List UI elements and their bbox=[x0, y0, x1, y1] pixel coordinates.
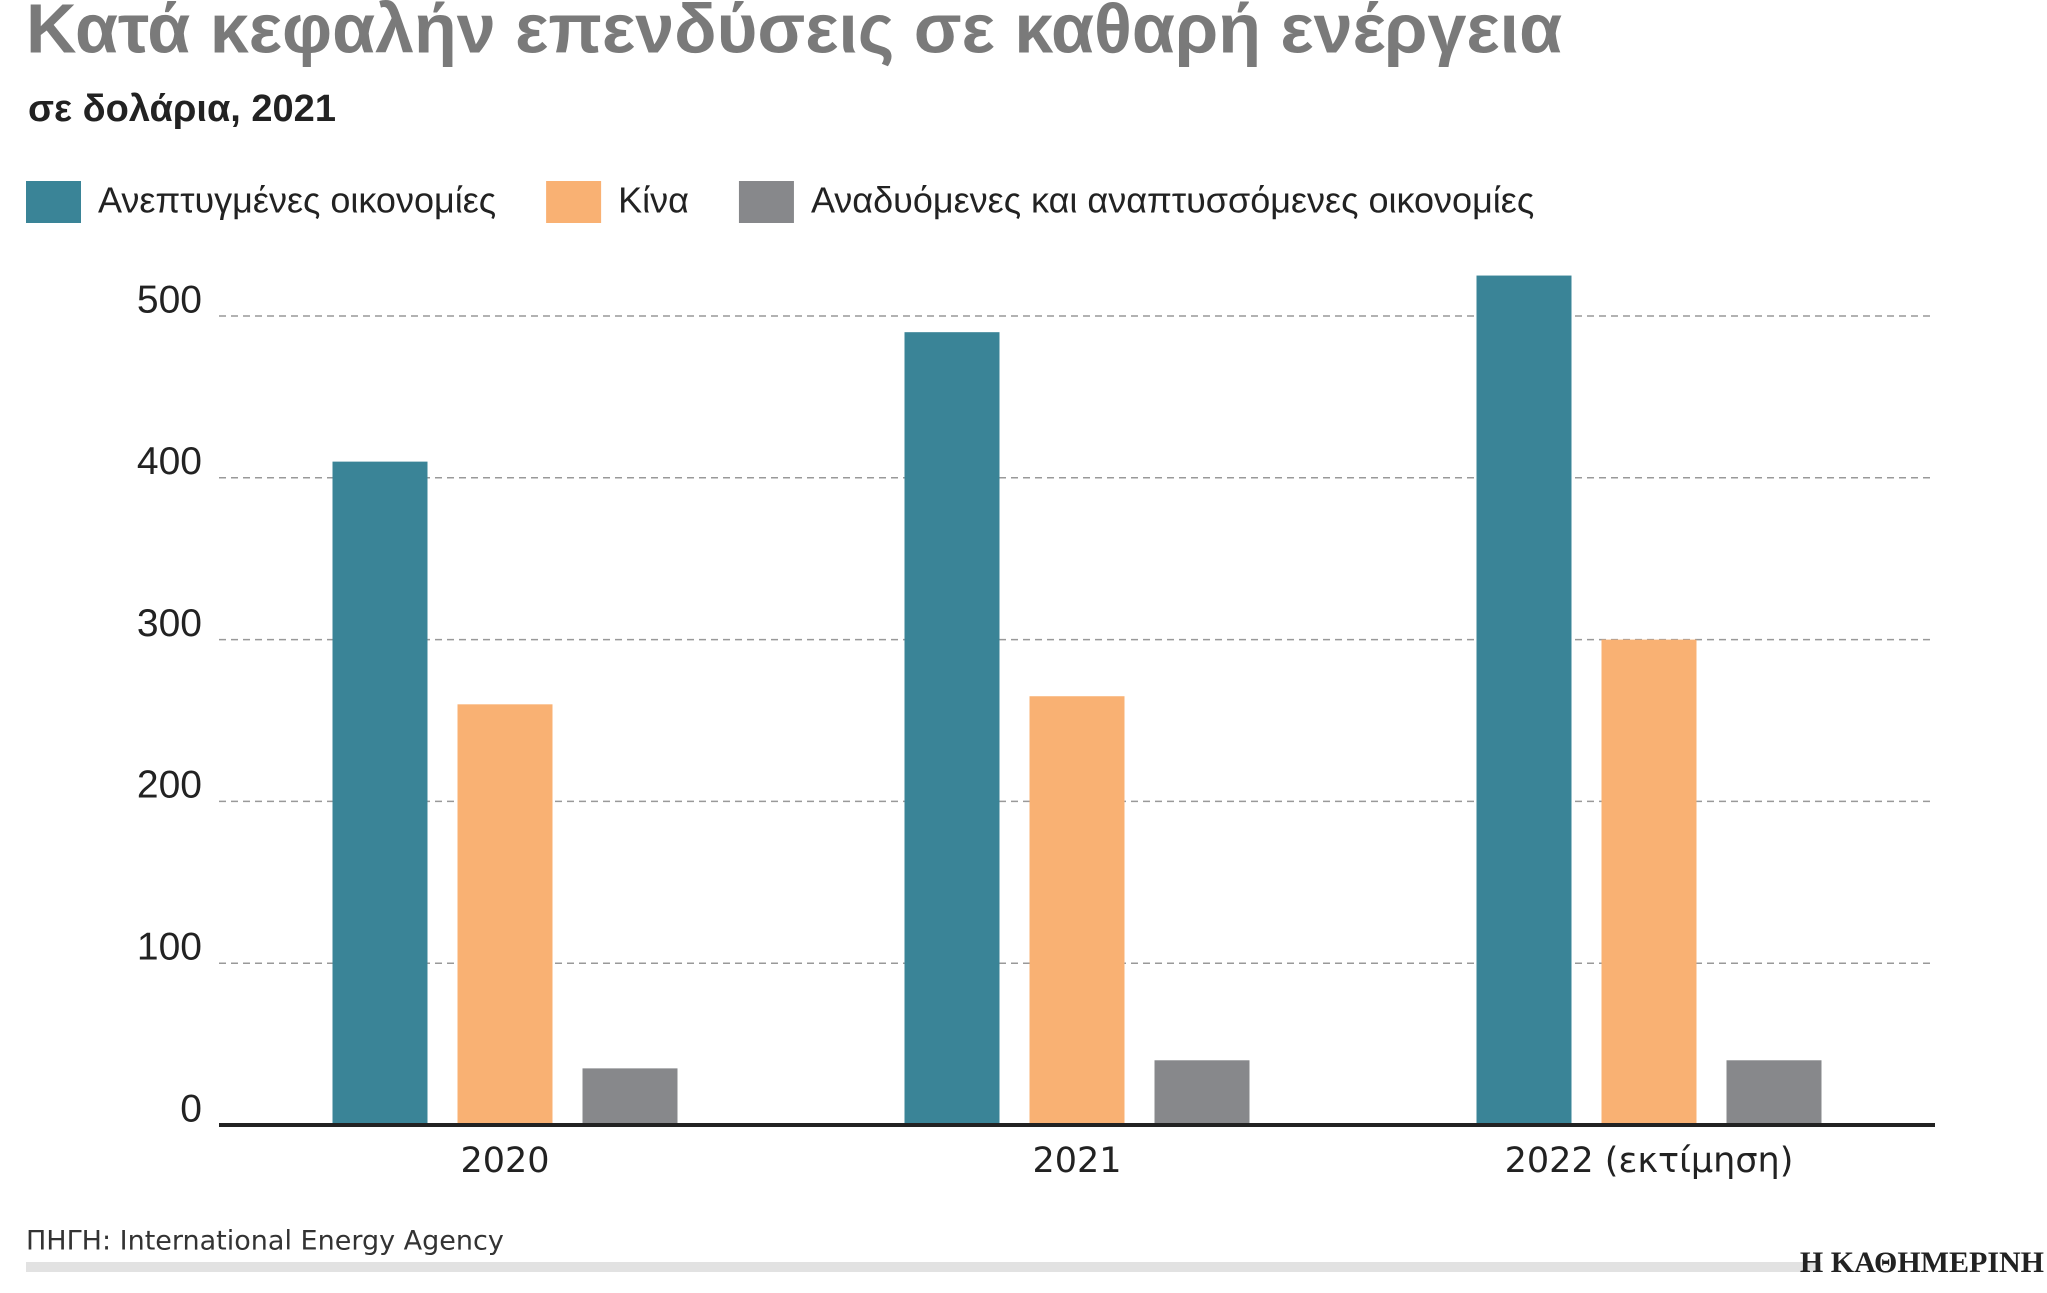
bar bbox=[1154, 1060, 1250, 1125]
y-tick-label: 300 bbox=[137, 602, 202, 645]
y-tick-label: 100 bbox=[137, 925, 202, 968]
bar bbox=[1726, 1060, 1822, 1125]
y-tick-label: 200 bbox=[137, 764, 202, 807]
chart-subtitle: σε δολάρια, 2021 bbox=[28, 88, 336, 130]
y-tick-label: 400 bbox=[137, 440, 202, 483]
x-tick-label: 2021 bbox=[1032, 1141, 1121, 1181]
y-tick-label: 500 bbox=[137, 278, 202, 321]
bar bbox=[904, 332, 1000, 1125]
footer-bar bbox=[26, 1262, 1821, 1272]
bar bbox=[1029, 696, 1125, 1125]
bar bbox=[457, 704, 553, 1125]
bar bbox=[1476, 275, 1572, 1125]
x-tick-label: 2022 (εκτίμηση) bbox=[1505, 1141, 1794, 1181]
bar bbox=[332, 461, 428, 1125]
y-tick-label: 0 bbox=[180, 1087, 202, 1130]
bar bbox=[1601, 639, 1697, 1125]
source: ΠΗΓΗ: International Energy Agency bbox=[26, 1226, 504, 1257]
legend-label: Αναδυόμενες και αναπτυσσόμενες οικονομίε… bbox=[811, 180, 1534, 221]
legend-swatch bbox=[738, 181, 794, 223]
x-tick-label: 2020 bbox=[460, 1141, 549, 1181]
legend-swatch bbox=[546, 181, 602, 223]
legend-label: Ανεπτυγμένες οικονομίες bbox=[98, 180, 496, 221]
legend-swatch bbox=[26, 181, 81, 223]
legend-label: Κίνα bbox=[618, 180, 689, 221]
logo: Η ΚΑΘΗΜΕΡΙΝΗ bbox=[1800, 1246, 2044, 1279]
chart-title: Κατά κεφαλήν επενδύσεις σε καθαρή ενέργε… bbox=[26, 0, 1562, 67]
bar bbox=[582, 1068, 678, 1125]
